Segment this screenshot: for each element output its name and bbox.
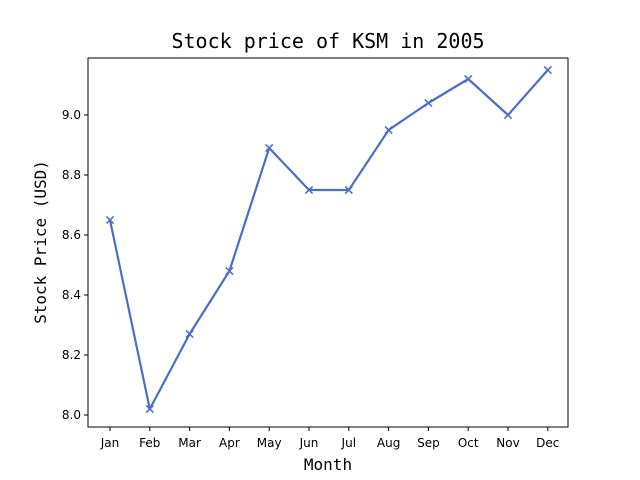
y-tick-label: 8.2	[62, 348, 81, 362]
data-point-marker	[145, 404, 154, 414]
x-tick-label: Jul	[341, 436, 356, 450]
series-layer	[105, 65, 552, 414]
y-tick-label: 8.4	[62, 288, 81, 302]
x-tick-label: Dec	[536, 436, 559, 450]
y-axis-ticks: 8.0 8.2 8.4 8.6 8.8 9.0	[62, 108, 88, 422]
chart-title: Stock price of KSM in 2005	[171, 29, 484, 53]
data-point-marker	[225, 266, 234, 276]
x-tick-label: Oct	[458, 436, 479, 450]
y-tick-label: 9.0	[62, 108, 81, 122]
data-point-marker	[543, 65, 552, 75]
y-tick-label: 8.6	[62, 228, 81, 242]
y-axis-label: Stock Price (USD)	[31, 160, 50, 324]
data-point-marker	[265, 143, 274, 153]
x-tick-label: Feb	[139, 436, 160, 450]
x-tick-label: Apr	[219, 436, 240, 450]
x-tick-label: May	[257, 436, 282, 450]
series-line	[108, 69, 549, 411]
data-point-marker	[304, 185, 314, 195]
y-tick-label: 8.0	[62, 408, 81, 422]
data-point-marker	[185, 329, 194, 339]
x-tick-label: Sep	[417, 436, 440, 450]
x-tick-label: Nov	[496, 436, 519, 450]
plot-area: Jan Feb Mar Apr May Jun Jul Aug Sep Oct Nov Dec 8.0…	[62, 57, 569, 450]
x-axis-label: Month	[304, 455, 352, 474]
data-point-marker	[424, 98, 433, 108]
data-point-marker	[384, 125, 393, 135]
data-point-marker	[503, 110, 513, 120]
x-tick-label: Jan	[100, 436, 120, 450]
plot-frame	[87, 57, 569, 428]
x-tick-label: Jun	[299, 436, 319, 450]
x-tick-label: Aug	[377, 436, 400, 450]
x-axis-ticks: Jan Feb Mar Apr May Jun Jul Aug Sep Oct Nov Dec	[100, 427, 559, 450]
x-tick-label: Mar	[178, 436, 201, 450]
data-point-marker	[105, 215, 115, 225]
data-point-marker	[464, 74, 473, 84]
y-tick-label: 8.8	[62, 168, 81, 182]
data-point-marker	[344, 185, 353, 195]
